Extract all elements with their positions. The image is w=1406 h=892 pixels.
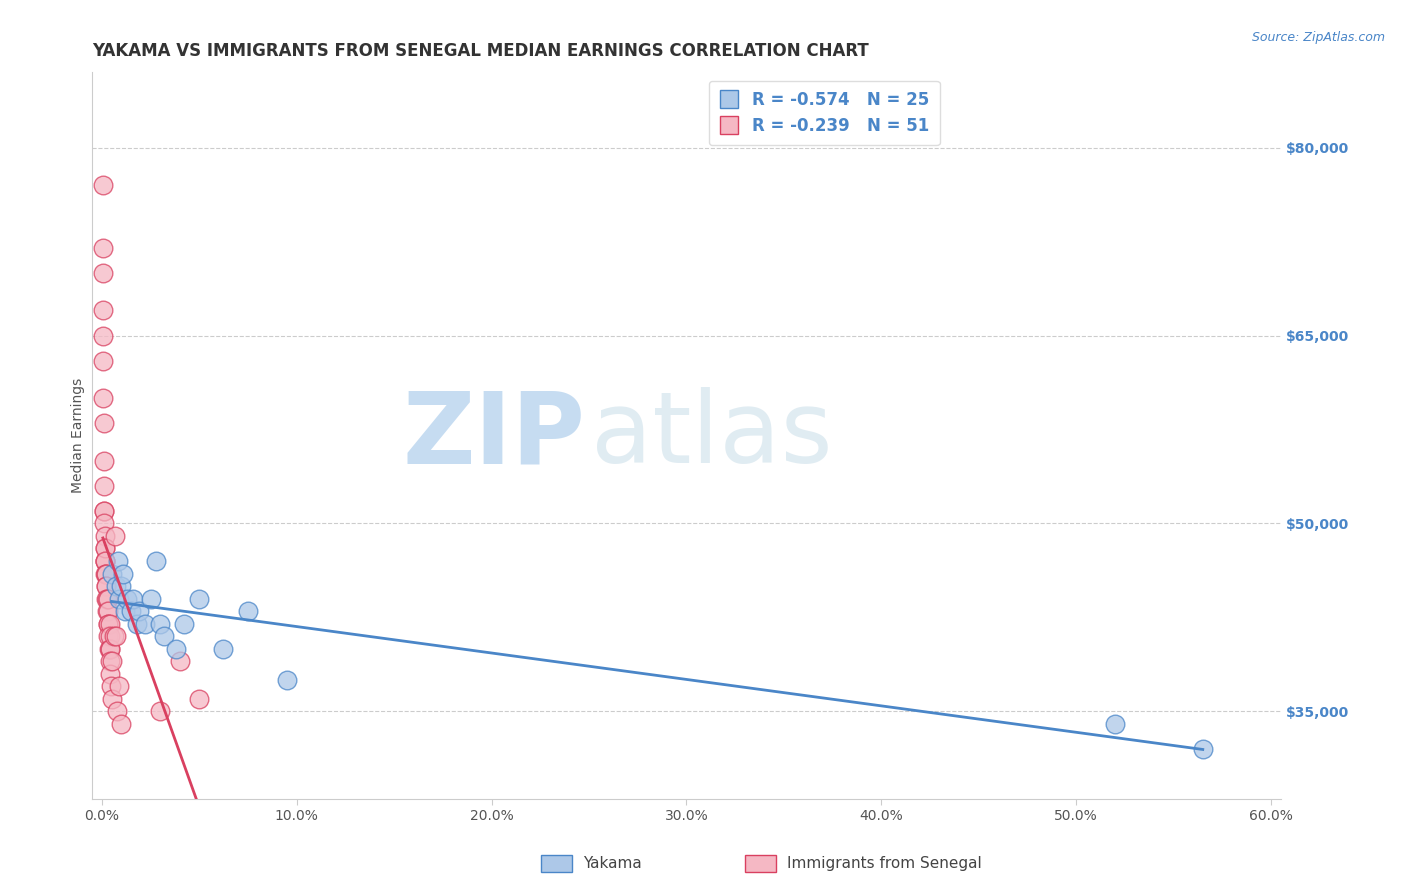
Point xyxy=(91,266,114,280)
Point xyxy=(120,604,142,618)
Point xyxy=(188,691,211,706)
Legend: R = -0.574   N = 25, R = -0.239   N = 51: R = -0.574 N = 25, R = -0.239 N = 51 xyxy=(709,81,939,145)
Point xyxy=(97,591,120,606)
Point xyxy=(1191,742,1213,756)
Point xyxy=(122,591,145,606)
Point xyxy=(173,616,195,631)
Text: YAKAMA VS IMMIGRANTS FROM SENEGAL MEDIAN EARNINGS CORRELATION CHART: YAKAMA VS IMMIGRANTS FROM SENEGAL MEDIAN… xyxy=(93,42,869,60)
Point xyxy=(91,353,114,368)
Point xyxy=(93,504,115,518)
Point xyxy=(96,604,118,618)
Point xyxy=(100,691,122,706)
Text: Source: ZipAtlas.com: Source: ZipAtlas.com xyxy=(1251,31,1385,45)
Point xyxy=(94,541,117,556)
Point xyxy=(94,579,117,593)
Point xyxy=(108,591,131,606)
Point xyxy=(98,616,121,631)
Point xyxy=(94,554,117,568)
Point xyxy=(100,654,122,668)
Point xyxy=(149,704,172,718)
Point xyxy=(107,554,129,568)
Point xyxy=(211,641,233,656)
Point xyxy=(104,579,127,593)
Point xyxy=(93,416,115,430)
Point xyxy=(117,591,139,606)
Point xyxy=(94,566,117,581)
Point xyxy=(94,554,117,568)
Point xyxy=(91,178,114,193)
Point xyxy=(97,616,120,631)
Point xyxy=(96,591,118,606)
Point xyxy=(125,616,148,631)
Point xyxy=(94,566,117,581)
Point xyxy=(105,704,128,718)
Point xyxy=(97,604,120,618)
Point xyxy=(94,541,117,556)
Point xyxy=(188,591,211,606)
Point xyxy=(104,529,127,543)
Point xyxy=(91,303,114,318)
Point xyxy=(153,629,176,643)
Point xyxy=(96,579,118,593)
Point xyxy=(97,616,120,631)
Point xyxy=(100,679,122,693)
Point xyxy=(94,566,117,581)
Point xyxy=(100,566,122,581)
Point xyxy=(112,566,135,581)
Text: ZIP: ZIP xyxy=(402,387,585,484)
Point xyxy=(97,629,120,643)
Point xyxy=(93,328,115,343)
Point xyxy=(108,679,131,693)
Point xyxy=(94,554,117,568)
Point xyxy=(134,616,156,631)
Point xyxy=(276,673,298,687)
Point xyxy=(93,391,115,405)
Point xyxy=(139,591,162,606)
Point xyxy=(103,629,125,643)
Point xyxy=(100,666,122,681)
Y-axis label: Median Earnings: Median Earnings xyxy=(72,378,86,493)
Point xyxy=(110,579,132,593)
Point xyxy=(98,641,121,656)
Point xyxy=(110,717,132,731)
Text: atlas: atlas xyxy=(592,387,832,484)
Point xyxy=(97,641,120,656)
Text: Yakama: Yakama xyxy=(583,856,643,871)
Point xyxy=(96,591,118,606)
Point xyxy=(236,604,259,618)
Point xyxy=(128,604,150,618)
Text: Immigrants from Senegal: Immigrants from Senegal xyxy=(787,856,983,871)
Point xyxy=(114,604,136,618)
Point xyxy=(98,641,121,656)
Point xyxy=(104,629,127,643)
Point xyxy=(145,554,167,568)
Point xyxy=(165,641,187,656)
Point xyxy=(93,479,115,493)
Point xyxy=(98,654,121,668)
Point xyxy=(169,654,191,668)
Point xyxy=(149,616,172,631)
Point xyxy=(98,629,121,643)
Point xyxy=(93,454,115,468)
Point xyxy=(93,529,115,543)
Point xyxy=(91,241,114,255)
Point xyxy=(93,504,115,518)
Point xyxy=(93,516,115,531)
Point xyxy=(1104,717,1126,731)
